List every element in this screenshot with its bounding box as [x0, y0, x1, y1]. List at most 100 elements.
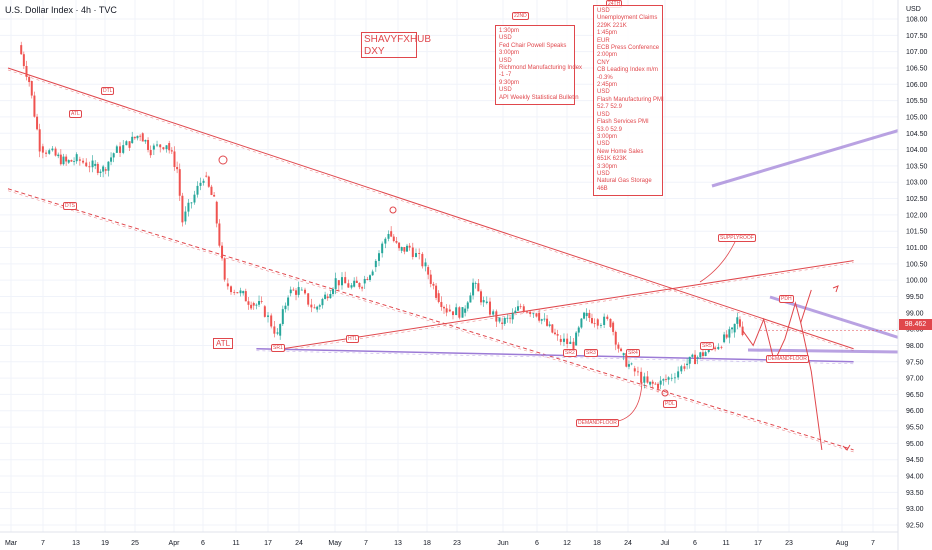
candle-body	[696, 357, 699, 359]
candle-body	[184, 211, 187, 222]
x-tick-label: 17	[754, 540, 762, 547]
candle-body	[318, 305, 321, 307]
candle-body	[670, 377, 673, 379]
candle-body	[455, 307, 458, 316]
candle-body	[144, 140, 147, 142]
candle-body	[125, 141, 128, 146]
note-right-line: 3:30pm	[597, 163, 618, 170]
time-axis: Mar 7 13 19 25 Apr 6 11 17 24 May 7 13 18 23 Jun 6 12 18 24…	[0, 531, 898, 547]
y-tick-label: 105.00	[906, 114, 928, 121]
candle-body	[295, 290, 298, 295]
candle-body	[408, 245, 411, 248]
candle-body	[411, 247, 414, 257]
note-left-line: Fed Chair Powell Speaks	[499, 42, 567, 49]
candle-body	[202, 180, 205, 183]
x-tick-label: Mar	[5, 540, 18, 547]
notes-right-box: USD Unemployment Claims 229K 221K 1:45pm EUR…	[593, 5, 664, 197]
candle-body	[99, 171, 102, 173]
candle-body	[543, 318, 546, 320]
x-tick-label: 17	[264, 540, 272, 547]
candle-body	[620, 348, 623, 351]
candle-body	[432, 283, 435, 286]
candle-body	[353, 280, 356, 287]
brand-line1: SHAVYFXHUB	[364, 34, 432, 45]
candle-body	[358, 282, 361, 288]
note-right-line: Flash Services PMI	[597, 119, 649, 126]
candle-body	[223, 258, 226, 280]
candle-body	[699, 352, 702, 358]
note-right-line: EUR	[597, 37, 610, 44]
label-dtl: DTL	[101, 87, 115, 95]
x-tick-label: 18	[423, 540, 431, 547]
y-tick-label: 100.50	[906, 261, 928, 268]
candle-body	[51, 148, 54, 151]
candle-body	[633, 368, 636, 372]
candle-body	[556, 334, 559, 336]
label-htl: HTL	[346, 335, 360, 343]
candle-body	[45, 152, 48, 154]
sr-marker-circle	[218, 155, 228, 165]
trendline-dtl	[7, 67, 854, 350]
candle-body	[122, 145, 125, 153]
candle-body	[141, 133, 144, 142]
note-left-line: 9:30pm	[499, 79, 520, 86]
price-axis: 108.00 107.50 107.00 106.50 106.00 105.50 105.…	[897, 0, 932, 550]
candle-body	[226, 283, 229, 287]
y-tick-label: 96.00	[906, 408, 924, 415]
candle-body	[20, 45, 23, 55]
candle-body	[284, 305, 287, 310]
candle-body	[503, 317, 506, 324]
candle-body	[363, 278, 366, 284]
candle-body	[464, 308, 467, 313]
note-left-line: 1:30pm	[499, 28, 520, 34]
note-right-line: New Home Sales	[597, 148, 644, 155]
candle-body	[190, 202, 193, 204]
candle-body	[199, 182, 202, 186]
candle-body	[334, 278, 337, 289]
note-right-line: USD	[597, 89, 610, 96]
label-supplyroof: SUPPLYROOF	[718, 234, 756, 242]
projection-up	[742, 289, 812, 364]
candle-body	[289, 289, 292, 294]
candle-body	[651, 381, 654, 384]
candle-body	[482, 300, 485, 303]
x-tick-label: May	[328, 540, 342, 547]
candle-body	[304, 289, 307, 294]
candle-body	[267, 315, 270, 317]
candle-body	[260, 301, 263, 302]
candle-body	[474, 283, 477, 284]
candle-body	[187, 202, 190, 212]
candle-body	[62, 156, 65, 165]
y-tick-label: 100.00	[906, 278, 928, 285]
candle-body	[472, 282, 475, 296]
candle-body	[67, 160, 70, 163]
candle-body	[263, 306, 266, 317]
candle-body	[281, 309, 284, 325]
candle-body	[590, 318, 593, 324]
candle-body	[458, 307, 461, 318]
candle-body	[310, 304, 313, 308]
candle-body	[630, 363, 633, 365]
chart-grid	[0, 0, 898, 532]
projection-path	[218, 155, 898, 451]
candle-body	[546, 318, 549, 326]
candle-body	[162, 147, 165, 150]
note-left-line: -1 -7	[499, 72, 512, 79]
note-right-line: Flash Manufacturing PMI	[597, 96, 664, 103]
brand-line2: DXY	[364, 46, 385, 57]
candle-body	[28, 76, 31, 83]
projection-down	[800, 322, 823, 450]
candle-body	[414, 253, 417, 257]
sr-marker-circle	[661, 389, 669, 397]
candle-body	[725, 334, 728, 338]
x-tick-label: 11	[232, 540, 239, 547]
candle-body	[131, 136, 134, 144]
candle-body	[577, 327, 580, 333]
candle-body	[156, 144, 159, 146]
candle-body	[606, 316, 609, 319]
label-sr3: SR3	[584, 349, 598, 357]
candle-body	[659, 380, 662, 385]
candle-body	[511, 313, 514, 320]
y-tick-label: 95.00	[906, 441, 924, 448]
